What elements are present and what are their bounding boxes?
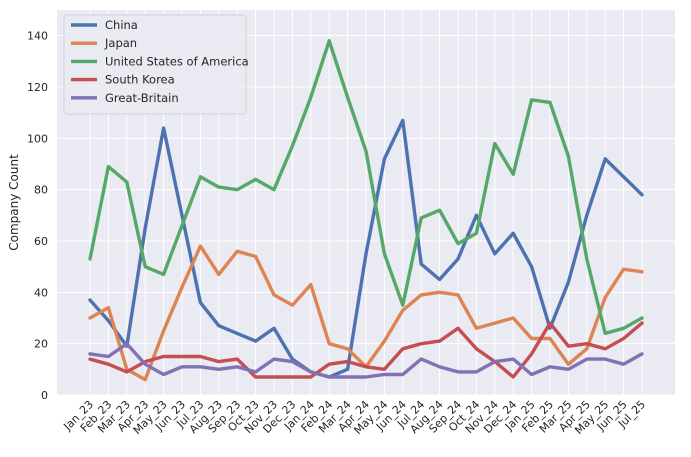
y-tick-labels: 0 20 40 60 80 100 120 140	[27, 30, 48, 402]
y-tick-label: 140	[27, 30, 48, 43]
y-tick-label: 40	[34, 286, 48, 299]
y-tick-label: 20	[34, 338, 48, 351]
series-line	[88, 342, 644, 379]
y-tick-label: 80	[34, 184, 48, 197]
series-lines	[88, 39, 644, 382]
series-line	[88, 321, 644, 379]
legend-label: United States of America	[105, 54, 249, 68]
y-tick-label: 100	[27, 132, 48, 145]
legend-label: Great-Britain	[105, 91, 179, 105]
y-tick-label: 120	[27, 81, 48, 94]
y-axis-label: Company Count	[7, 154, 21, 251]
y-tick-label: 0	[41, 389, 48, 402]
legend-label: South Korea	[105, 73, 175, 87]
y-tick-label: 60	[34, 235, 48, 248]
legend: China Japan United States of America South …	[63, 14, 249, 115]
series-line	[88, 39, 644, 336]
x-tick-labels: Jan_23Feb_23Mar_23Apr_23May_23Jun_23Jul_…	[60, 398, 648, 437]
legend-label: Japan	[104, 36, 137, 50]
series-line	[88, 118, 644, 379]
legend-label: China	[105, 18, 138, 32]
legend-box	[63, 14, 247, 115]
